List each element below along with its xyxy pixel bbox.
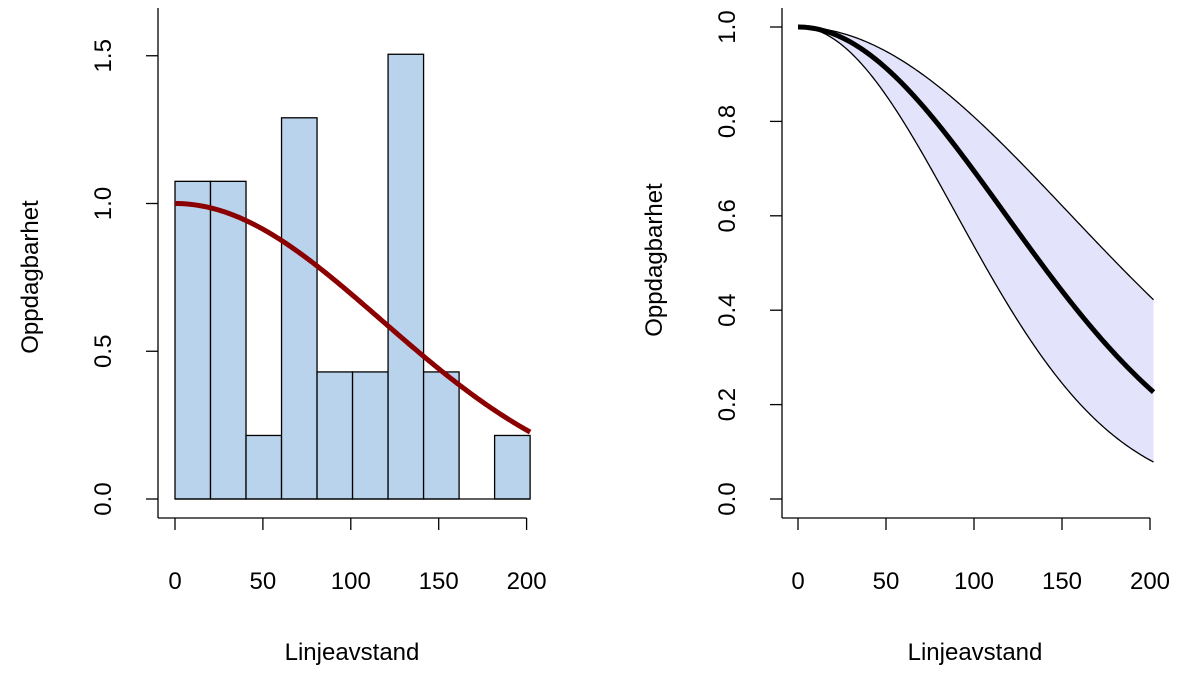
detection-function-axes: 0 50 100 150 200 0.0 0.2 0.4 0.6 0.8 1.0 <box>714 8 1170 595</box>
y-tick-label: 0.6 <box>714 199 741 232</box>
histogram-axes: 0 50 100 150 200 0.0 0.5 1.0 1.5 <box>90 8 547 595</box>
x-tick-label: 150 <box>419 568 459 595</box>
estimated-detection-curve <box>797 24 1156 394</box>
detection-function-y-axis-label: Oppdagbarhet <box>641 183 668 337</box>
histogram-bar <box>493 434 531 500</box>
x-tick-label: 150 <box>1042 568 1082 595</box>
x-tick-label: 0 <box>791 568 804 595</box>
confidence-band-upper-line <box>797 26 1154 301</box>
histogram-bar <box>351 371 389 500</box>
x-tick-label: 100 <box>331 568 371 595</box>
histogram-bar <box>174 180 212 500</box>
y-tick-label: 0.0 <box>90 482 117 515</box>
confidence-band-lower-line <box>797 26 1154 463</box>
histogram-bar <box>209 180 247 500</box>
histogram-bar <box>422 371 460 500</box>
histogram-bar <box>387 53 425 500</box>
histogram-panel: 0 50 100 150 200 0.0 0.5 1.0 1.5 Linjeavstand Op… <box>17 8 547 666</box>
fitted-detection-curve <box>174 201 532 435</box>
histogram-y-axis-label: Oppdagbarhet <box>17 200 44 354</box>
histogram-bar <box>316 371 354 500</box>
x-tick-label: 100 <box>954 568 994 595</box>
y-tick-label: 0.8 <box>714 105 741 138</box>
confidence-band <box>798 27 1154 463</box>
y-tick-label: 0.4 <box>714 294 741 327</box>
histogram-x-axis-label: Linjeavstand <box>285 639 420 666</box>
y-tick-label: 0.0 <box>714 482 741 515</box>
x-tick-label: 0 <box>168 568 181 595</box>
detection-function-x-axis-label: Linjeavstand <box>908 639 1043 666</box>
x-tick-label: 200 <box>1130 568 1170 595</box>
histogram-bar <box>280 117 318 500</box>
y-tick-label: 0.5 <box>90 335 117 368</box>
x-tick-label: 200 <box>507 568 547 595</box>
x-tick-label: 50 <box>250 568 277 595</box>
x-tick-label: 50 <box>873 568 900 595</box>
y-tick-label: 1.0 <box>90 187 117 220</box>
histogram-bar <box>245 434 283 500</box>
y-tick-label: 1.0 <box>714 10 741 43</box>
histogram-bars <box>174 53 531 500</box>
y-tick-label: 1.5 <box>90 39 117 72</box>
y-tick-label: 0.2 <box>714 388 741 421</box>
detection-function-panel: 0 50 100 150 200 0.0 0.2 0.4 0.6 0.8 1.0 Linjeavst… <box>641 8 1170 666</box>
